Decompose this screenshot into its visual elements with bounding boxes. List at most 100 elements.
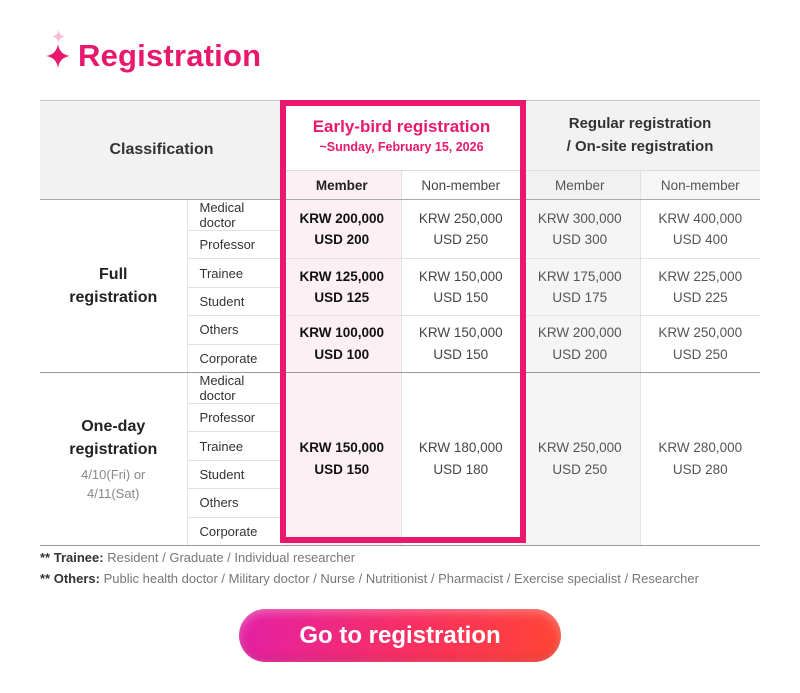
table-row: Student	[40, 287, 760, 317]
price-krw: KRW 200,000	[537, 325, 622, 341]
price-usd: USD 150	[433, 290, 489, 306]
price-usd: USD 250	[672, 347, 728, 363]
price-usd: USD 150	[433, 347, 489, 363]
price-eb-nonmember: KRW 180,000 USD 180	[400, 372, 521, 546]
table-row: Trainee	[40, 431, 760, 461]
early-bird-deadline: ~Sunday, February 15, 2026	[319, 140, 484, 154]
sparkle-icon	[46, 30, 70, 68]
price-usd: USD 180	[433, 461, 489, 477]
price-usd: USD 175	[552, 290, 608, 306]
category-student: Student	[186, 287, 283, 317]
price-krw: KRW 250,000	[537, 440, 622, 456]
regular-header: Regular registration / On-site registrat…	[520, 100, 761, 171]
price-krw: KRW 175,000	[537, 268, 622, 284]
category-medical-doctor: Medical doctor	[186, 372, 283, 404]
page-header: Registration	[44, 28, 261, 76]
early-bird-member-header: Member	[283, 170, 401, 200]
regular-member-header: Member	[520, 170, 641, 200]
price-krw: KRW 180,000	[418, 440, 503, 456]
price-usd: USD 250	[552, 461, 608, 477]
table-row: Student	[40, 460, 760, 490]
group-label-line: registration	[69, 441, 158, 459]
price-krw: KRW 225,000	[658, 268, 743, 284]
regular-nonmember-header: Non-member	[639, 170, 761, 200]
group-label-line: registration	[69, 288, 158, 306]
table-row: Corporate	[40, 344, 760, 373]
price-usd: USD 100	[314, 347, 370, 363]
category-student: Student	[186, 460, 283, 490]
header-row-main: Classification Early-bird registration ~…	[40, 100, 761, 200]
header-row-sub: Member Non-member Member Non-member	[40, 170, 761, 200]
group-one-day-registration: One-day registration 4/10(Fri) or 4/11(S…	[40, 372, 187, 546]
price-krw: KRW 200,000	[299, 210, 385, 226]
one-day-dates: 4/10(Fri) or 4/11(Sat)	[81, 467, 146, 501]
footnote-text: Public health doctor / Military doctor /…	[103, 571, 699, 586]
price-usd: USD 250	[433, 232, 489, 248]
price-eb-member: KRW 100,000 USD 100	[283, 315, 401, 373]
table-row: One-day registration 4/10(Fri) or 4/11(S…	[40, 372, 761, 546]
go-to-registration-button[interactable]: Go to registration	[239, 609, 561, 662]
group-label-line: One-day	[81, 418, 146, 436]
table-row: Trainee KRW 125,000 USD 125 KRW 150,000 …	[40, 258, 761, 317]
price-regular-member: KRW 250,000 USD 250	[520, 372, 641, 546]
price-eb-member: KRW 150,000 USD 150	[283, 372, 401, 546]
pricing-table: Classification Early-bird registration ~…	[40, 100, 761, 546]
price-regular-nonmember: KRW 280,000 USD 280	[639, 372, 761, 546]
category-trainee: Trainee	[186, 431, 283, 461]
price-regular-nonmember: KRW 225,000 USD 225	[639, 258, 761, 317]
price-krw: KRW 250,000	[658, 325, 743, 341]
page-title: Registration	[78, 38, 262, 73]
price-eb-member: KRW 200,000 USD 200	[283, 199, 401, 260]
early-bird-header: Early-bird registration ~Sunday, Februar…	[283, 100, 521, 171]
price-usd: USD 125	[314, 290, 370, 306]
price-krw: KRW 300,000	[537, 210, 622, 226]
price-eb-nonmember: KRW 150,000 USD 150	[400, 258, 521, 317]
category-medical-doctor: Medical doctor	[186, 199, 283, 231]
price-usd: USD 400	[672, 232, 728, 248]
price-eb-nonmember: KRW 150,000 USD 150	[400, 315, 521, 373]
price-usd: USD 200	[314, 232, 370, 248]
price-krw: KRW 280,000	[658, 440, 743, 456]
category-professor: Professor	[186, 230, 283, 260]
footnote-trainee: ** Trainee: Resident / Graduate / Indivi…	[40, 548, 699, 567]
price-krw: KRW 250,000	[418, 210, 503, 226]
regular-title-line2: / On-site registration	[566, 137, 714, 155]
price-usd: USD 150	[314, 461, 370, 477]
category-corporate: Corporate	[186, 517, 283, 546]
price-usd: USD 280	[672, 461, 728, 477]
category-corporate: Corporate	[186, 344, 283, 373]
price-usd: USD 200	[552, 347, 608, 363]
price-krw: KRW 100,000	[299, 325, 385, 341]
table-row: Corporate	[40, 517, 760, 546]
price-krw: KRW 150,000	[418, 325, 503, 341]
table-row: Professor	[40, 230, 760, 260]
price-krw: KRW 150,000	[418, 268, 503, 284]
table-row: Full registration Medical doctor KRW 200…	[40, 199, 761, 373]
classification-header: Classification	[40, 100, 283, 200]
footnote-label: ** Trainee:	[40, 550, 104, 565]
group-full-registration: Full registration	[40, 199, 187, 373]
early-bird-nonmember-header: Non-member	[400, 170, 521, 200]
footnotes: ** Trainee: Resident / Graduate / Indivi…	[40, 548, 699, 590]
price-regular-nonmember: KRW 250,000 USD 250	[639, 315, 761, 373]
footnote-label: ** Others:	[40, 571, 100, 586]
early-bird-title: Early-bird registration	[312, 117, 491, 136]
price-krw: KRW 400,000	[658, 210, 743, 226]
category-others: Others	[186, 315, 283, 345]
price-usd: USD 225	[672, 290, 728, 306]
price-regular-nonmember: KRW 400,000 USD 400	[639, 199, 761, 260]
category-professor: Professor	[186, 403, 283, 433]
price-regular-member: KRW 200,000 USD 200	[520, 315, 641, 373]
footnote-others: ** Others: Public health doctor / Milita…	[40, 569, 699, 588]
price-regular-member: KRW 300,000 USD 300	[520, 199, 641, 260]
price-regular-member: KRW 175,000 USD 175	[520, 258, 641, 317]
pricing-table-wrap: Classification Early-bird registration ~…	[40, 100, 761, 546]
table-row: Others	[40, 488, 760, 518]
category-others: Others	[186, 488, 283, 518]
category-trainee: Trainee	[186, 258, 283, 288]
price-eb-nonmember: KRW 250,000 USD 250	[400, 199, 521, 260]
price-krw: KRW 125,000	[299, 268, 385, 284]
table-row: Others KRW 100,000 USD 100 KRW 150,000 U…	[40, 315, 761, 373]
footnote-text: Resident / Graduate / Individual researc…	[107, 550, 356, 565]
